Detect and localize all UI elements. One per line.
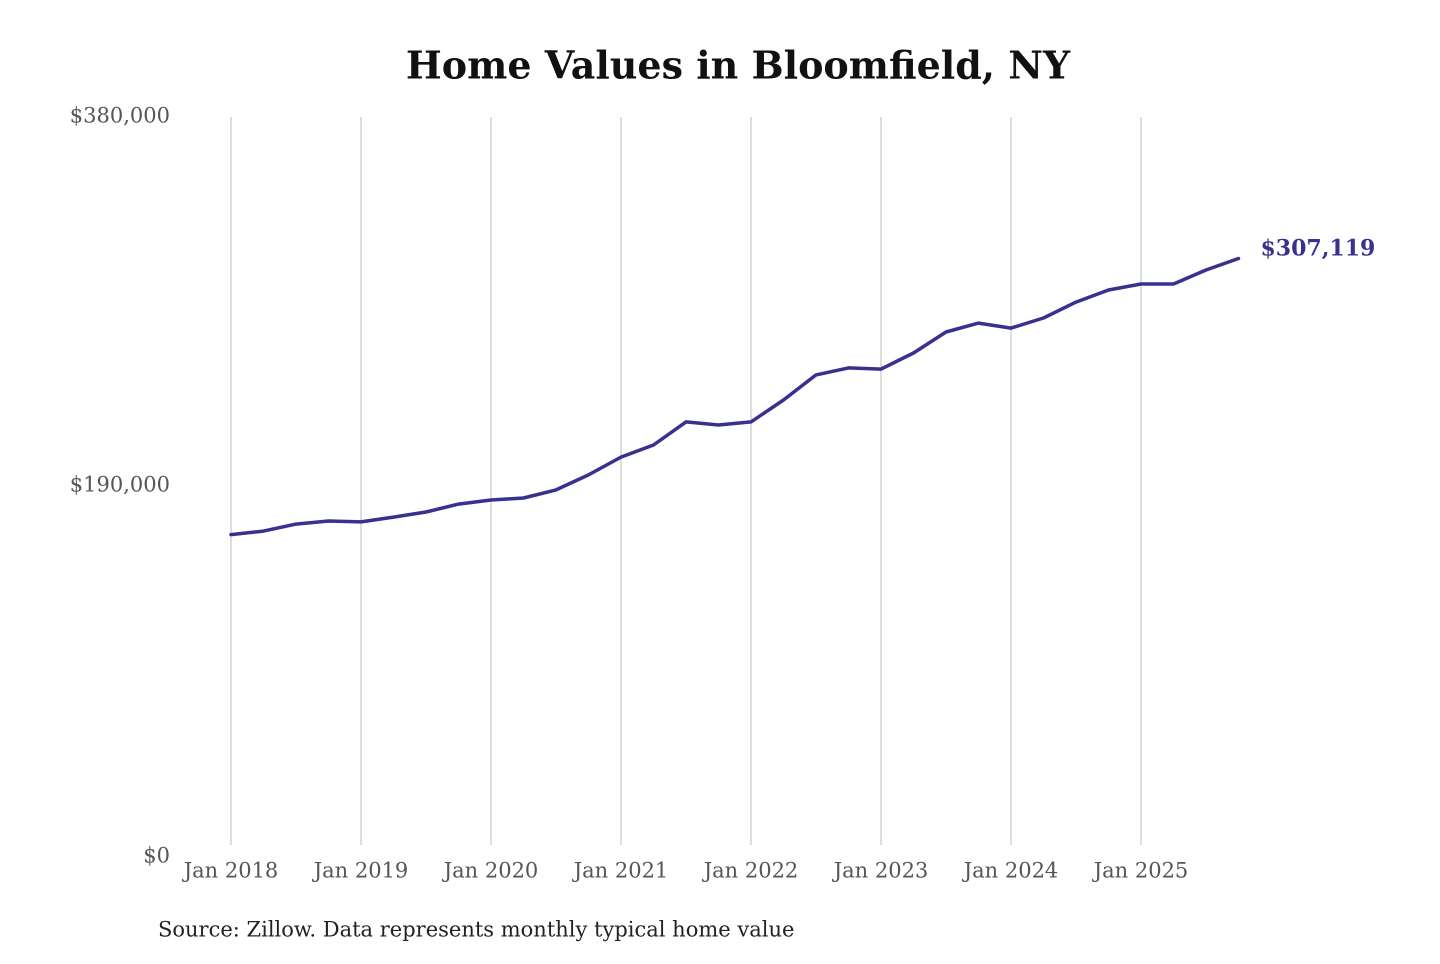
y-tick-label: $380,000	[70, 104, 170, 128]
x-tick-label: Jan 2023	[832, 859, 929, 883]
y-tick-label: $0	[143, 844, 170, 868]
line-series	[229, 256, 1241, 537]
x-tick-label: Jan 2018	[182, 859, 279, 883]
chart-title: Home Values in Bloomfield, NY	[406, 43, 1071, 88]
x-tick-label: Jan 2021	[572, 859, 669, 883]
y-tick-label: $190,000	[70, 473, 170, 497]
x-tick-label: Jan 2020	[442, 859, 539, 883]
x-tick-label: Jan 2022	[702, 859, 799, 883]
source-note: Source: Zillow. Data represents monthly …	[158, 918, 794, 942]
x-tick-label: Jan 2024	[962, 859, 1059, 883]
x-tick-label: Jan 2025	[1092, 859, 1189, 883]
value-label: $307,119	[1261, 236, 1376, 262]
x-tick-label: Jan 2019	[312, 859, 409, 883]
